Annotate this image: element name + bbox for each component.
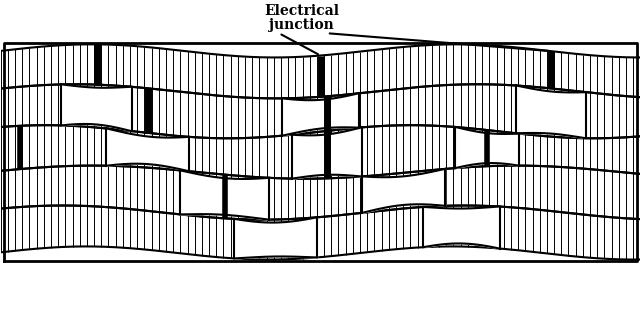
Text: junction: junction xyxy=(269,18,334,32)
Text: Electrical: Electrical xyxy=(264,4,339,18)
